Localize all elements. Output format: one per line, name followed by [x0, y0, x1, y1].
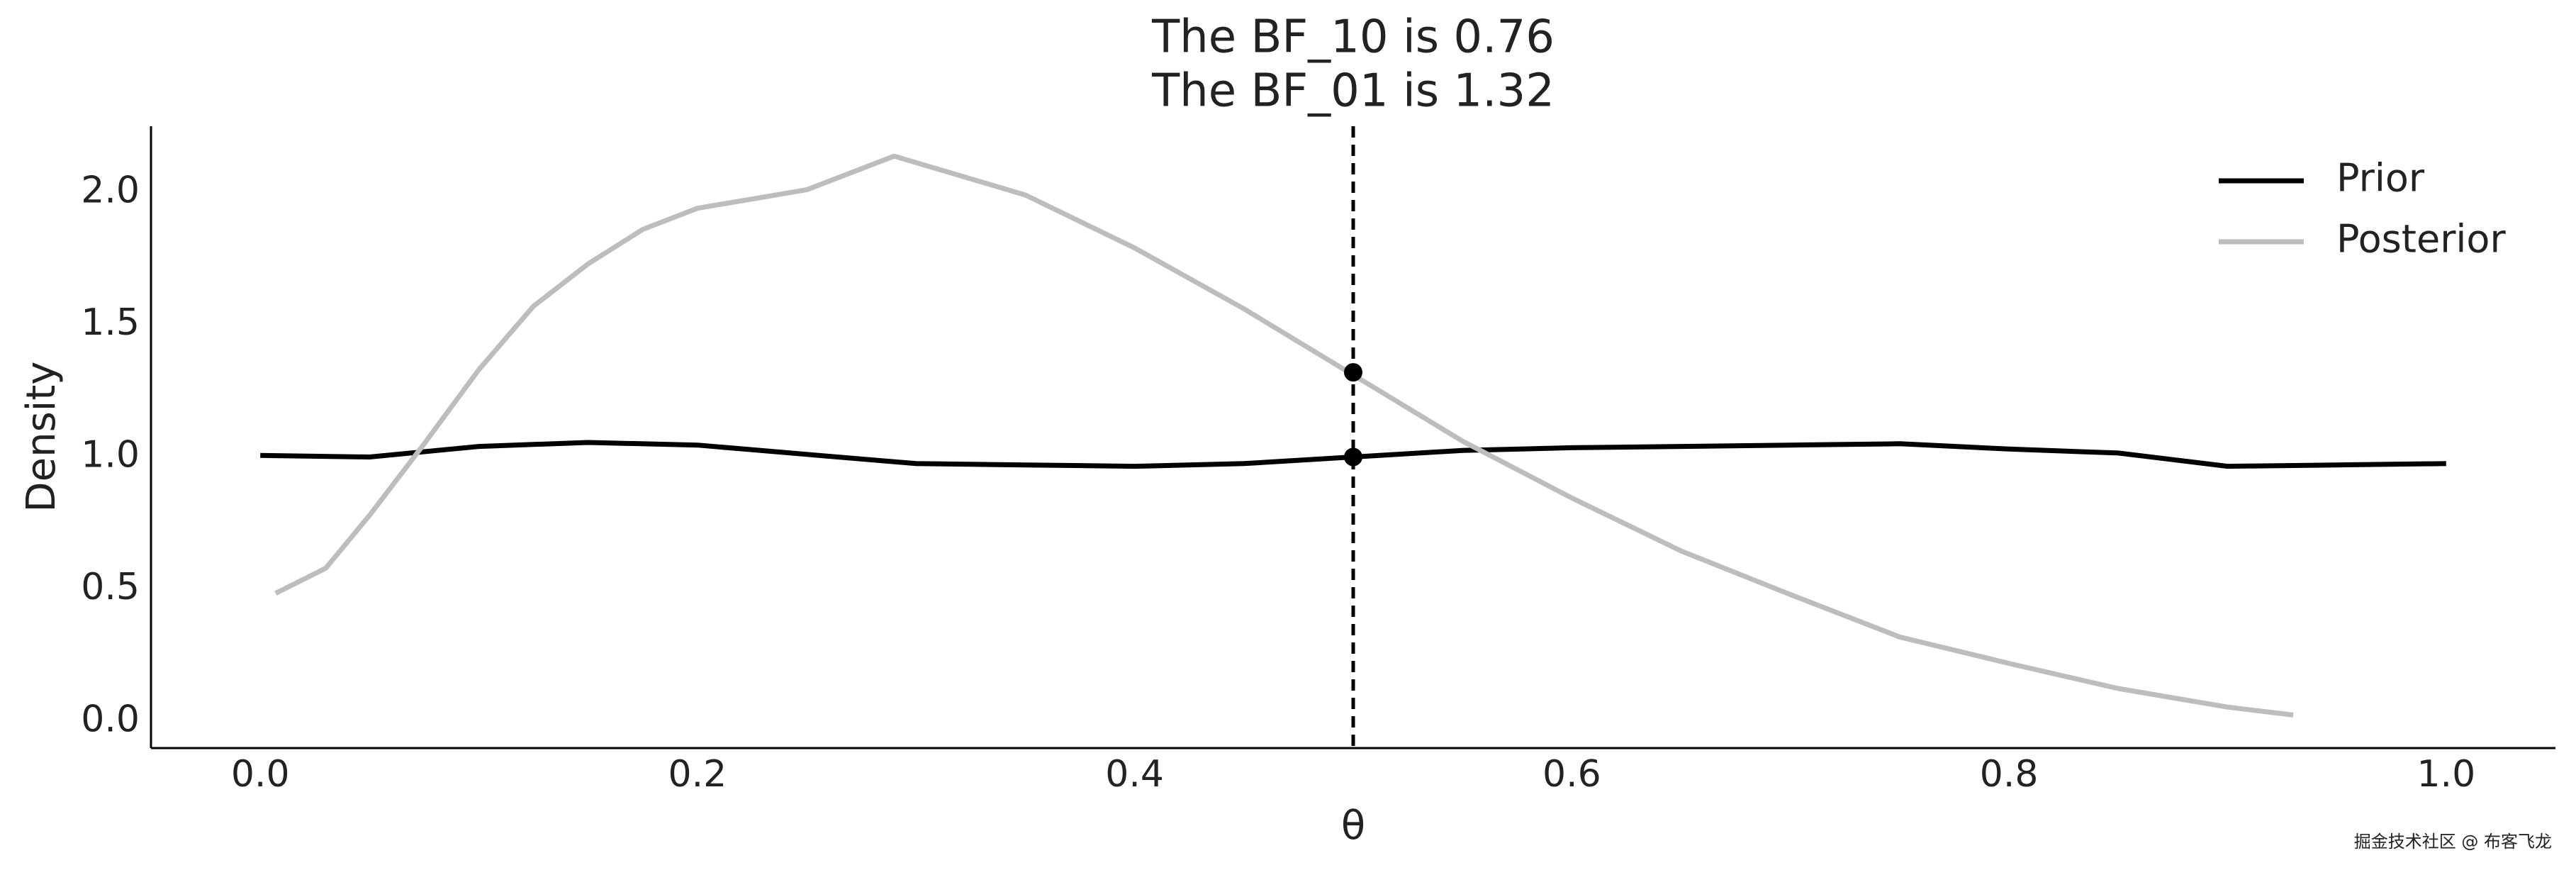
y-tick-label: 2.0 [81, 169, 140, 211]
y-tick-label: 1.0 [81, 433, 140, 476]
x-tick-label: 0.2 [668, 753, 727, 796]
y-tick-label: 0.0 [81, 698, 140, 741]
x-tick-label: 0.0 [231, 753, 290, 796]
y-axis-label: Density [18, 362, 65, 513]
x-tick-label: 0.8 [1980, 753, 2039, 796]
x-tick-label: 0.4 [1105, 753, 1164, 796]
chart-title: The BF_01 is 1.32 [1151, 65, 1555, 118]
x-axis-label: θ [1341, 803, 1365, 849]
x-tick-label: 0.6 [1542, 753, 1601, 796]
point [1344, 447, 1362, 467]
y-tick-label: 1.5 [81, 301, 140, 344]
legend-label: Prior [2336, 156, 2425, 201]
watermark: 掘金技术社区 @ 布客飞龙 [2354, 832, 2552, 852]
data-line [274, 153, 2294, 718]
y-tick-label: 0.5 [81, 566, 140, 608]
legend-label: Posterior [2336, 217, 2506, 262]
chart-title: The BF_10 is 0.76 [1151, 11, 1555, 64]
x-tick-label: 1.0 [2417, 753, 2475, 796]
point [1344, 363, 1362, 382]
